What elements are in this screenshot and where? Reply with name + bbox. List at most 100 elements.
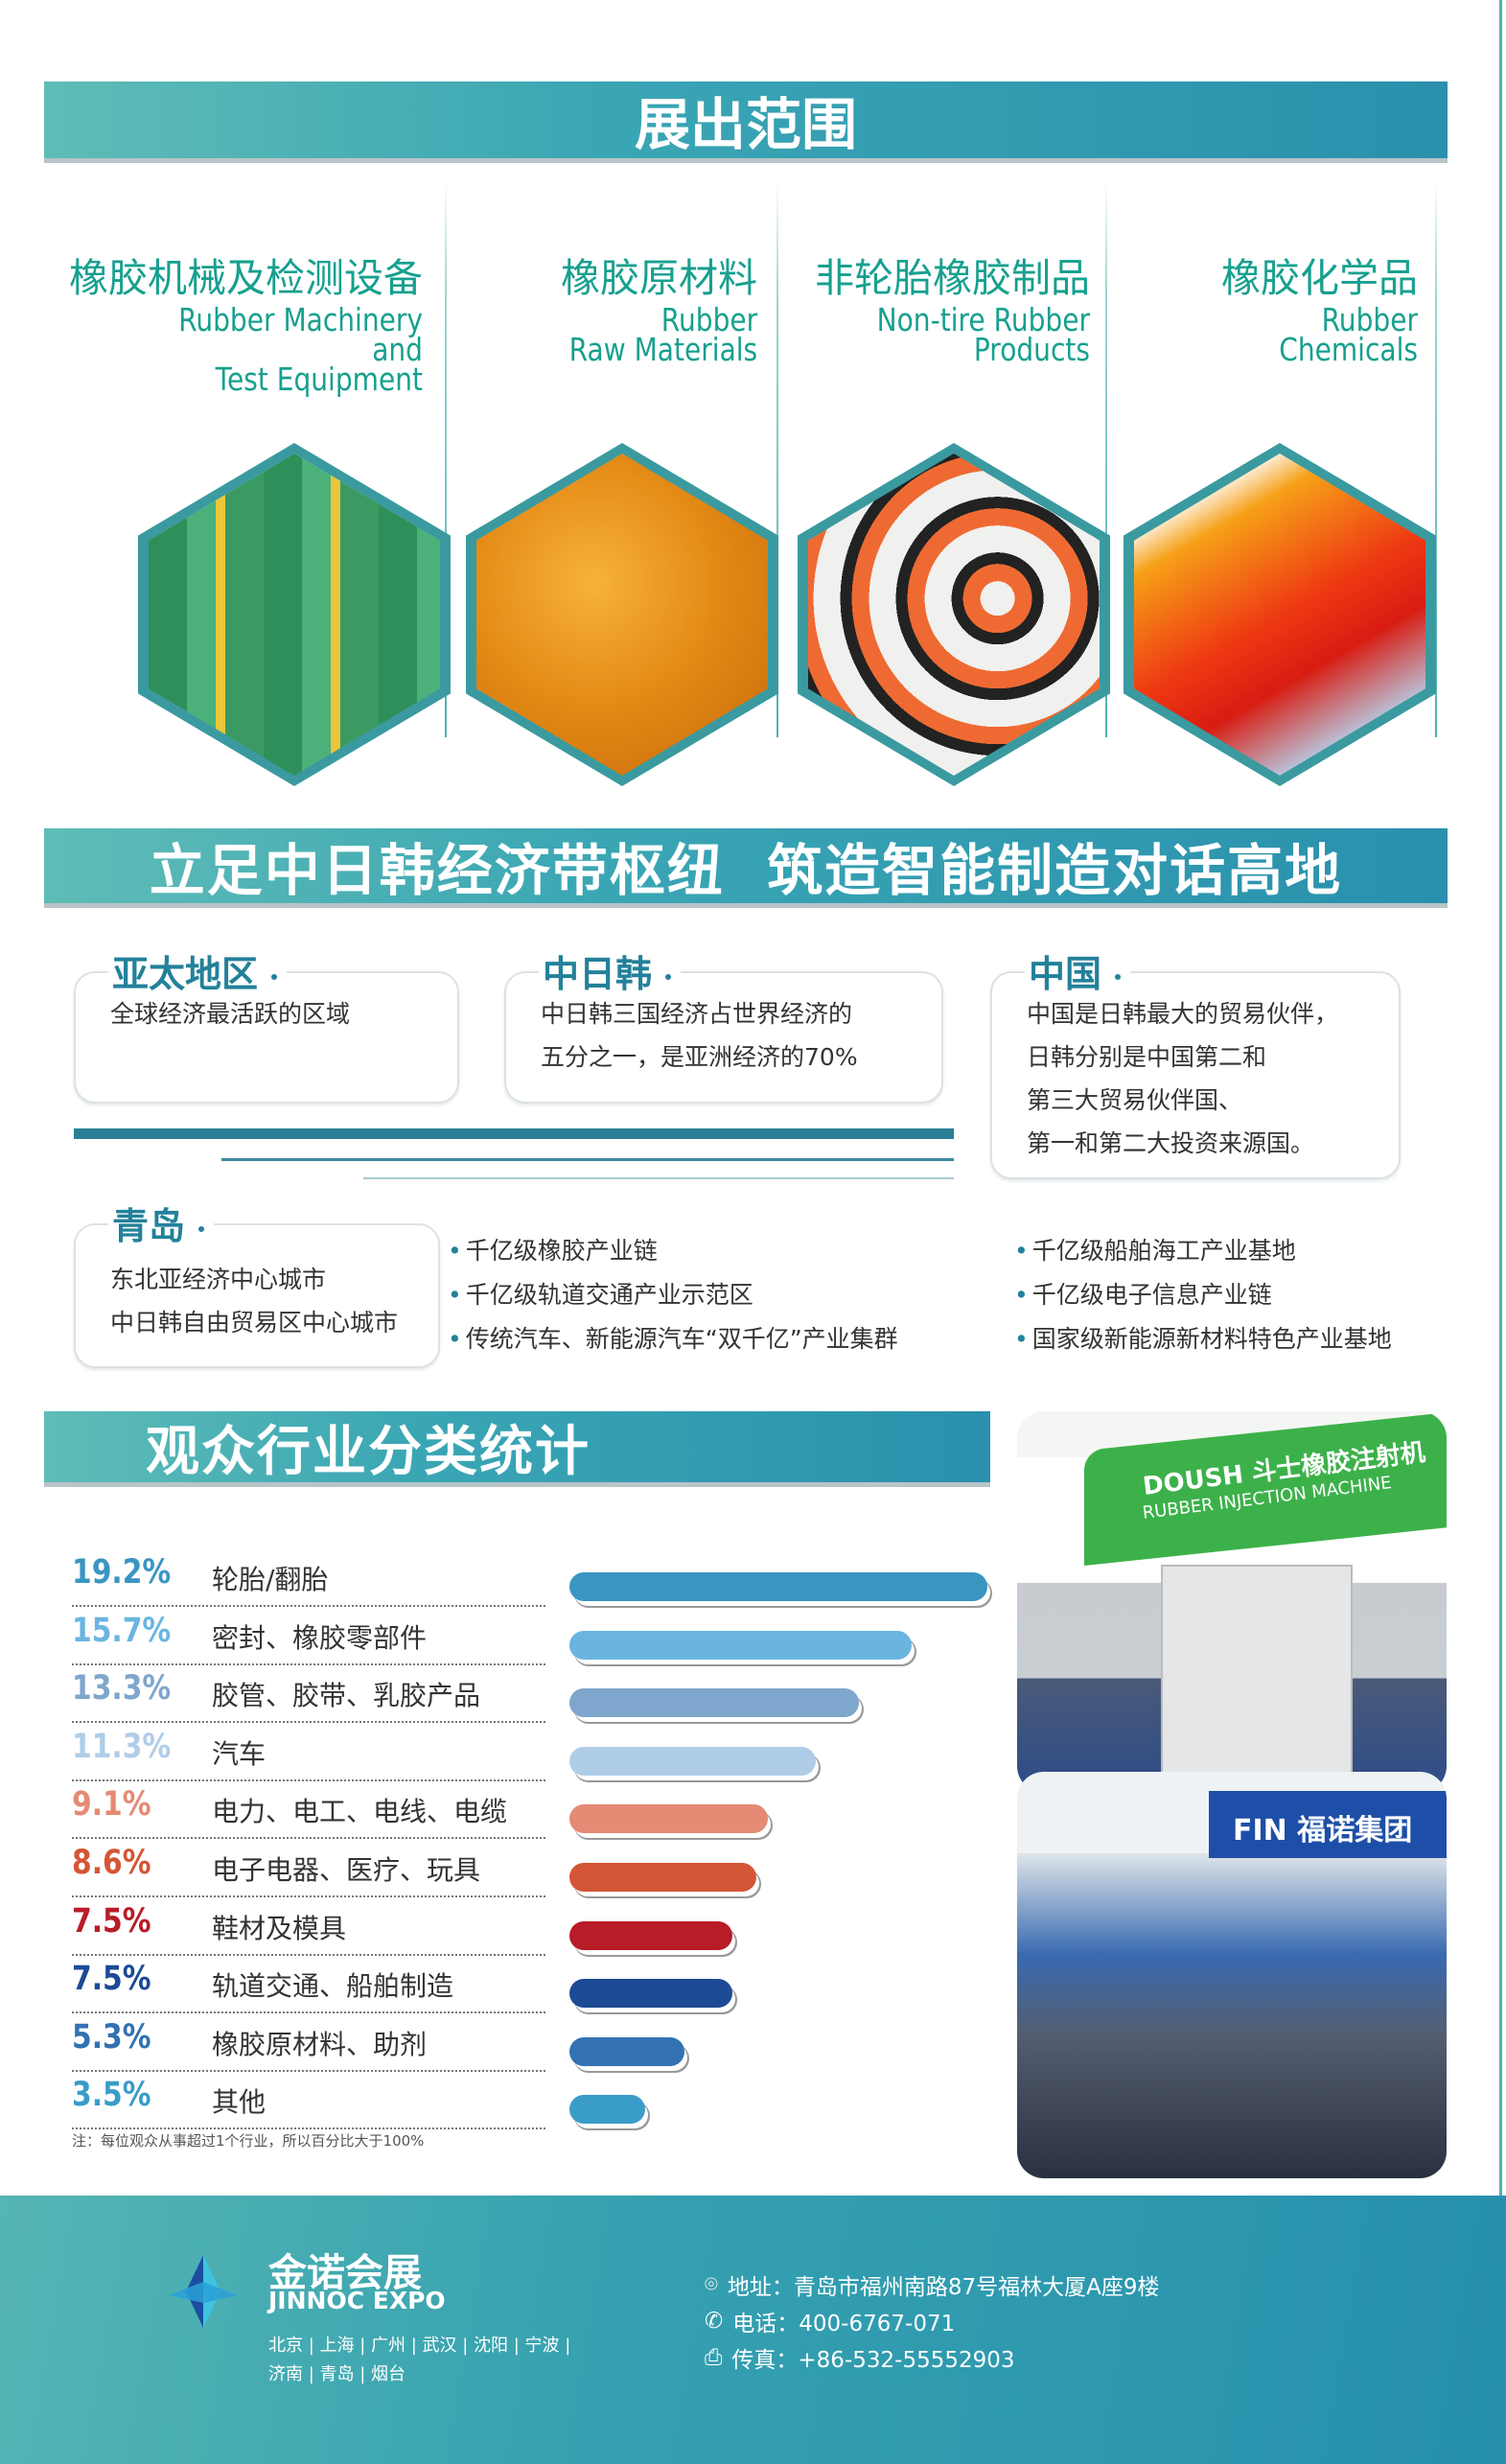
edge-line xyxy=(1499,0,1502,2196)
box-text: 全球经济最活跃的区域 xyxy=(110,1000,351,1028)
category-title-en: Rubber Machinery and Test Equipment xyxy=(178,301,423,398)
category-chemicals: 橡胶化学品 Rubber Chemicals xyxy=(1221,251,1418,368)
percent-label: 7.5% xyxy=(72,1960,151,1999)
qingdao-bullets-left: 千亿级橡胶产业链 千亿级轨道交通产业示范区 传统汽车、新能源汽车“双千亿”产业集… xyxy=(448,1229,898,1361)
category-title-en: Rubber Chemicals xyxy=(1279,301,1418,368)
chart-row: 3.5% 其他 xyxy=(72,2072,545,2130)
category-raw-materials: 橡胶原材料 Rubber Raw Materials xyxy=(536,251,757,368)
category-title-en: Rubber Raw Materials xyxy=(568,301,757,368)
chart-row: 13.3% 胶管、胶带、乳胶产品 xyxy=(72,1665,545,1724)
category-label: 电子电器、医疗、玩具 xyxy=(212,1854,481,1886)
chart-row: 8.6% 电子电器、医疗、玩具 xyxy=(72,1840,545,1897)
percent-label: 15.7% xyxy=(72,1611,172,1650)
chart-row: 9.1% 电力、电工、电线、电缆 xyxy=(72,1781,545,1840)
percent-label: 3.5% xyxy=(72,2076,151,2115)
bullet-item: 千亿级轨道交通产业示范区 xyxy=(448,1273,898,1317)
bullet-item: 国家级新能源新材料特色产业基地 xyxy=(1014,1317,1392,1361)
box-heading: 青岛 xyxy=(108,1197,215,1249)
bar xyxy=(569,1746,816,1776)
category-label: 汽车 xyxy=(212,1737,266,1770)
category-title-zh: 橡胶化学品 xyxy=(1221,255,1418,301)
chart-row: 5.3% 橡胶原材料、助剂 xyxy=(72,2014,545,2072)
booth-sign: FIN 福诺集团 xyxy=(1233,1814,1413,1848)
percent-label: 7.5% xyxy=(72,1901,151,1941)
category-label: 电力、电工、电线、电缆 xyxy=(212,1796,508,1828)
box-heading: 亚太地区 xyxy=(108,944,288,997)
jinnoc-logo-icon xyxy=(169,2255,238,2328)
bullet-item: 千亿级船舶海工产业基地 xyxy=(1014,1229,1392,1273)
section-banner-audience: 观众行业分类统计 xyxy=(44,1411,990,1483)
category-machinery: 橡胶机械及检测设备 Rubber Machinery and Test Equip… xyxy=(69,251,423,398)
bar xyxy=(569,2036,685,2066)
info-box-cjk: 中日韩 中日韩三国经济占世界经济的 五分之一，是亚洲经济的70% xyxy=(504,944,943,1104)
box-text: 东北亚经济中心城市 中日韩自由贸易区中心城市 xyxy=(110,1266,399,1337)
percent-label: 19.2% xyxy=(72,1553,172,1592)
percent-label: 9.1% xyxy=(72,1785,151,1825)
section-title: 观众行业分类统计 xyxy=(146,1420,591,1483)
divider-thick xyxy=(74,1128,954,1139)
exhibition-photo-doush: DOUSH 斗士橡胶注射机 RUBBER INJECTION MACHINE xyxy=(1017,1411,1447,1793)
column-divider xyxy=(1435,181,1437,737)
box-text: 中国是日韩最大的贸易伙伴， 日韩分别是中国第二和 第三大贸易伙伴国、 第一和第二大投资… xyxy=(1027,1000,1339,1157)
box-text: 中日韩三国经济占世界经济的 五分之一，是亚洲经济的70% xyxy=(541,1000,858,1071)
contact-phone: ✆ 电话：400-6767-071 xyxy=(705,2309,956,2336)
category-label: 轨道交通、船舶制造 xyxy=(212,1970,454,2003)
bar xyxy=(569,2095,646,2125)
bar xyxy=(569,1979,733,2009)
section-title: 展出范围 xyxy=(634,92,857,157)
logo-text-zh: 金诺会展 xyxy=(268,2251,422,2295)
chart-row: 11.3% 汽车 xyxy=(72,1724,545,1781)
category-label: 胶管、胶带、乳胶产品 xyxy=(212,1680,481,1712)
logo-text-en: JINNOC EXPO xyxy=(268,2287,446,2314)
contact-address: ⌾ 地址：青岛市福州南路87号福林大厦A座9楼 xyxy=(705,2272,1160,2300)
bullet-item: 千亿级电子信息产业链 xyxy=(1014,1273,1392,1317)
office-cities: 济南 | 青岛 | 烟台 xyxy=(268,2364,406,2384)
bullet-item: 传统汽车、新能源汽车“双千亿”产业集群 xyxy=(448,1317,898,1361)
chart-row: 7.5% 轨道交通、船舶制造 xyxy=(72,1956,545,2014)
box-heading: 中日韩 xyxy=(539,944,682,997)
machinery-image xyxy=(138,443,451,786)
chart-row: 7.5% 鞋材及模具 xyxy=(72,1898,545,1956)
info-box-china: 中国 中国是日韩最大的贸易伙伴， 日韩分别是中国第二和 第三大贸易伙伴国、 第一和第二… xyxy=(990,944,1401,1179)
percent-label: 8.6% xyxy=(72,1844,151,1882)
chart-row: 15.7% 密封、橡胶零部件 xyxy=(72,1608,545,1665)
category-label: 密封、橡胶零部件 xyxy=(212,1621,428,1654)
bar xyxy=(569,1920,733,1950)
category-title-en: Non-tire Rubber Products xyxy=(876,301,1090,368)
chart-row: 19.2% 轮胎/翻胎 xyxy=(72,1549,545,1607)
column-divider xyxy=(1105,181,1107,737)
percent-label: 11.3% xyxy=(72,1727,172,1766)
category-title-zh: 橡胶机械及检测设备 xyxy=(69,255,423,301)
category-label: 轮胎/翻胎 xyxy=(212,1564,329,1595)
contact-fax: ⎙ 传真：+86-532-55552903 xyxy=(705,2345,1015,2373)
phone-icon: ✆ xyxy=(705,2309,724,2334)
category-title-zh: 橡胶原材料 xyxy=(561,255,757,301)
raw-materials-image xyxy=(466,443,778,786)
category-label: 橡胶原材料、助剂 xyxy=(212,2028,428,2060)
percent-label: 5.3% xyxy=(72,2017,151,2057)
category-title-zh: 非轮胎橡胶制品 xyxy=(815,255,1090,301)
bar xyxy=(569,1804,768,1834)
office-cities: 北京 | 上海 | 广州 | 武汉 | 沈阳 | 宁波 | xyxy=(268,2336,571,2356)
chemicals-image xyxy=(1124,443,1436,786)
info-box-asia-pacific: 亚太地区 全球经济最活跃的区域 xyxy=(74,944,459,1104)
chart-note: 注：每位观众从事超过1个行业，所以百分比大于100% xyxy=(72,2132,425,2150)
divider-thin xyxy=(221,1158,954,1161)
qingdao-bullets-right: 千亿级船舶海工产业基地 千亿级电子信息产业链 国家级新能源新材料特色产业基地 xyxy=(1014,1229,1392,1361)
rubber-seals-image xyxy=(798,443,1110,786)
column-divider xyxy=(445,181,447,737)
percent-label: 13.3% xyxy=(72,1669,172,1709)
category-non-tire-products: 非轮胎橡胶制品 Non-tire Rubber Products xyxy=(815,251,1090,368)
category-label: 鞋材及模具 xyxy=(212,1912,347,1944)
bar xyxy=(569,1630,912,1660)
bar xyxy=(569,1572,987,1601)
divider-light xyxy=(363,1177,954,1179)
exhibition-photo-fin: FIN 福诺集团 xyxy=(1017,1772,1447,2178)
info-box-qingdao: 青岛 东北亚经济中心城市 中日韩自由贸易区中心城市 xyxy=(74,1197,440,1368)
location-pin-icon: ⌾ xyxy=(705,2272,718,2297)
box-heading: 中国 xyxy=(1025,944,1131,997)
bar xyxy=(569,1688,860,1718)
footer: 金诺会展 JINNOC EXPO 北京 | 上海 | 广州 | 武汉 | 沈阳 … xyxy=(0,2196,1506,2464)
section-banner-exhibit-scope: 展出范围 xyxy=(44,81,1448,158)
category-label: 其他 xyxy=(212,2086,266,2119)
